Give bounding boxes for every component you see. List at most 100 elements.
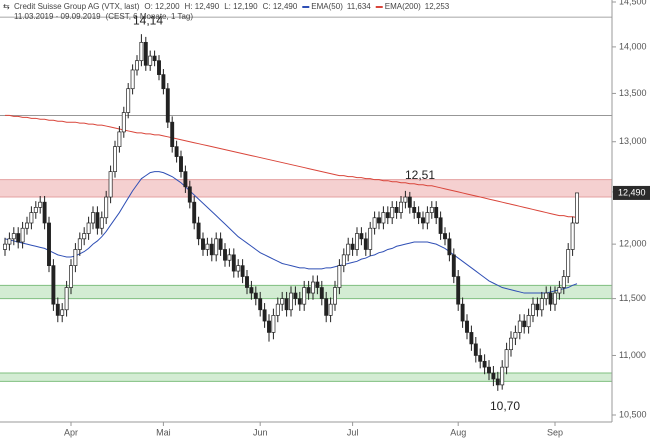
candle-body [443, 233, 447, 240]
candle-body [139, 41, 144, 62]
instrument-name: Credit Suisse Group AG (VTX, last) [14, 2, 140, 11]
candle-body [25, 222, 29, 229]
period: (CEST, 6 Monate, 1 Tag) [106, 12, 194, 21]
candle-body [86, 222, 91, 234]
candle-body [412, 207, 417, 213]
candle-body [359, 233, 364, 240]
candle-body [416, 212, 421, 219]
candle-body [192, 201, 197, 224]
annotation: 10,70 [490, 399, 520, 413]
x-tick-label: Jun [253, 427, 268, 437]
candle-body [3, 243, 7, 250]
candle-body [91, 212, 95, 224]
candle-body [557, 287, 562, 294]
candle-body [544, 292, 549, 299]
candle-body [346, 243, 351, 256]
plot-area [0, 16, 612, 391]
candle-body [64, 287, 69, 311]
candle-body [324, 298, 329, 316]
candle-body [377, 217, 381, 224]
candle-body [231, 254, 236, 272]
candle-body [363, 238, 368, 250]
candle-body [355, 233, 359, 250]
candle-body [553, 292, 557, 305]
candle-body [209, 243, 214, 256]
candle-body [126, 88, 131, 113]
candle-body [403, 196, 408, 203]
candle-body [451, 254, 456, 277]
candle-body [434, 207, 439, 219]
candle-body [407, 196, 412, 208]
candle-body [491, 372, 496, 380]
candle-body [170, 121, 175, 148]
candle-body [218, 238, 223, 250]
y-tick-label: 10,500 [619, 409, 647, 419]
candle-body [333, 287, 337, 305]
candle-body [245, 276, 249, 288]
x-tick-label: Aug [450, 427, 466, 437]
candle-body [271, 315, 276, 333]
header-range: 11.03.2019 - 09.09.2019 (CEST, 6 Monate, … [14, 12, 193, 21]
candle-body [566, 249, 571, 277]
candle-body [108, 171, 113, 198]
candle-body [183, 171, 188, 188]
candle-body [29, 212, 34, 224]
candle-body [11, 233, 16, 240]
candle-body [205, 243, 210, 250]
candle-body [372, 217, 377, 229]
close: C: 12,490 [263, 2, 298, 11]
high: H: 12,490 [185, 2, 220, 11]
candle-body [201, 238, 205, 250]
candle-body [548, 292, 553, 305]
candle-body [284, 298, 289, 311]
candle-body [368, 227, 373, 250]
candle-body [390, 207, 395, 219]
zone [0, 179, 612, 198]
candle-body [104, 196, 109, 219]
candle-body [227, 254, 232, 261]
x-tick-label: Jul [347, 427, 359, 437]
candle-body [152, 55, 157, 62]
price-tag [613, 185, 650, 200]
y-tick-label: 14,500 [619, 0, 647, 6]
x-tick-label: Sep [547, 427, 563, 437]
candle-body [456, 276, 461, 305]
y-tick-label: 13,000 [619, 136, 647, 146]
candle-body [42, 201, 47, 224]
candle-body [337, 265, 342, 288]
candle-body [526, 315, 531, 328]
candle-body [289, 292, 293, 311]
candle-body [117, 131, 122, 148]
candle-body [306, 287, 311, 294]
ema-line [5, 114, 578, 218]
candle-body [473, 343, 478, 356]
candle-body [319, 287, 324, 299]
candle-body [77, 238, 82, 250]
candle-body [570, 222, 575, 250]
candle-body [350, 243, 355, 250]
candle-body [165, 88, 170, 123]
x-tick-label: Apr [64, 427, 78, 437]
candle-body [262, 309, 267, 322]
candle-body [478, 355, 483, 362]
candle-body [341, 254, 346, 266]
candle-body [51, 265, 56, 305]
candle-body [47, 222, 51, 266]
candle-body [55, 303, 60, 316]
candle-body [311, 281, 315, 294]
ema-line [4, 171, 578, 294]
candle-body [113, 146, 117, 172]
candle-body [33, 207, 38, 213]
zone [0, 373, 612, 382]
candle-body [196, 222, 201, 240]
candle-body [99, 217, 104, 229]
y-tick-label: 12,000 [619, 239, 647, 249]
candle-body [438, 217, 443, 234]
candle-body [174, 146, 179, 157]
candle-body [469, 332, 474, 345]
header-line: Credit Suisse Group AG (VTX, last) O: 12,… [14, 2, 450, 11]
candle-body [73, 249, 78, 266]
candle-body [522, 320, 527, 328]
candle-body [135, 60, 139, 71]
